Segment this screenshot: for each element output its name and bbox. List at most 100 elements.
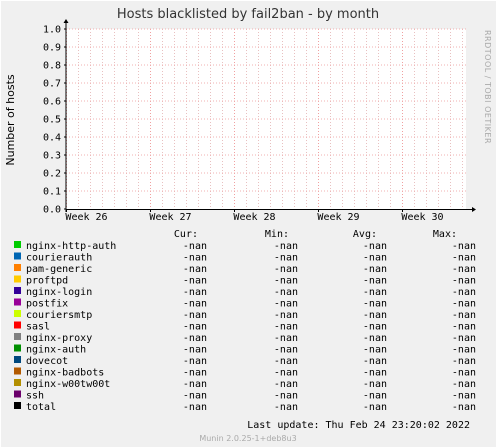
legend-max-value: -nan bbox=[452, 253, 476, 264]
x-tick-label: Week 28 bbox=[233, 212, 275, 223]
legend-avg-value: -nan bbox=[363, 402, 387, 413]
legend-swatch bbox=[14, 379, 21, 386]
legend-swatch bbox=[14, 356, 21, 363]
y-tick-label: 0.7 bbox=[43, 79, 61, 90]
legend-row: nginx-auth -nan -nan -nan -nan bbox=[14, 344, 476, 356]
header-max: Max: bbox=[433, 229, 457, 240]
legend-series-name: nginx-login bbox=[26, 287, 92, 298]
legend-series-name: total bbox=[26, 402, 56, 413]
legend-max-value: -nan bbox=[452, 391, 476, 402]
y-axis-label: Number of hosts bbox=[4, 74, 17, 166]
legend-avg-value: -nan bbox=[363, 310, 387, 321]
legend-series-name: nginx-proxy bbox=[26, 333, 92, 344]
x-axis-arrow bbox=[472, 207, 476, 212]
legend-max-value: -nan bbox=[452, 287, 476, 298]
legend-cur-value: -nan bbox=[183, 368, 207, 379]
legend-max-value: -nan bbox=[452, 368, 476, 379]
legend-row: nginx-http-auth -nan -nan -nan -nan bbox=[14, 241, 476, 252]
legend-swatch bbox=[14, 287, 21, 294]
legend-min-value: -nan bbox=[274, 241, 298, 252]
rrdtool-credit: RRDTOOL / TOBI OETIKER bbox=[483, 30, 492, 144]
legend-min-value: -nan bbox=[274, 402, 298, 413]
legend-avg-value: -nan bbox=[363, 276, 387, 287]
legend-series-name: pam-generic bbox=[26, 264, 92, 275]
legend-avg-value: -nan bbox=[363, 391, 387, 402]
legend-min-value: -nan bbox=[274, 368, 298, 379]
legend-cur-value: -nan bbox=[183, 379, 207, 390]
legend-min-value: -nan bbox=[274, 333, 298, 344]
legend-cur-value: -nan bbox=[183, 310, 207, 321]
legend-row: nginx-badbots -nan -nan -nan -nan bbox=[14, 367, 476, 379]
legend-cur-value: -nan bbox=[183, 299, 207, 310]
legend-cur-value: -nan bbox=[183, 276, 207, 287]
legend-swatch bbox=[14, 367, 21, 375]
legend-min-value: -nan bbox=[274, 345, 298, 356]
y-tick-label: 1.0 bbox=[43, 25, 61, 36]
legend-min-value: -nan bbox=[274, 253, 298, 264]
legend-avg-value: -nan bbox=[363, 264, 387, 275]
legend-series-name: couriersmtp bbox=[26, 310, 92, 321]
legend-swatch bbox=[14, 298, 21, 306]
legend-max-value: -nan bbox=[452, 264, 476, 275]
legend-max-value: -nan bbox=[452, 345, 476, 356]
grid-y bbox=[64, 28, 466, 210]
legend-swatch bbox=[14, 390, 21, 398]
legend-cur-value: -nan bbox=[183, 345, 207, 356]
chart-title: Hosts blacklisted by fail2ban - by month bbox=[117, 7, 379, 22]
x-tick-label: Week 30 bbox=[401, 212, 443, 223]
legend-cur-value: -nan bbox=[183, 333, 207, 344]
legend-swatch bbox=[14, 344, 21, 352]
legend-series-name: proftpd bbox=[26, 276, 68, 287]
legend-avg-value: -nan bbox=[363, 368, 387, 379]
legend-min-value: -nan bbox=[274, 322, 298, 333]
legend-max-value: -nan bbox=[452, 322, 476, 333]
x-tick-label: Week 29 bbox=[317, 212, 359, 223]
legend-series-name: postfix bbox=[26, 299, 68, 310]
legend-min-value: -nan bbox=[274, 264, 298, 275]
legend-min-value: -nan bbox=[274, 287, 298, 298]
legend-cur-value: -nan bbox=[183, 391, 207, 402]
legend-swatch bbox=[14, 252, 21, 260]
legend-series-name: nginx-http-auth bbox=[26, 241, 116, 252]
legend-max-value: -nan bbox=[452, 402, 476, 413]
x-tick-label: Week 27 bbox=[149, 212, 191, 223]
legend-row: pam-generic -nan -nan -nan -nan bbox=[14, 264, 476, 275]
legend-series-name: courierauth bbox=[26, 253, 92, 264]
legend-cur-value: -nan bbox=[183, 264, 207, 275]
legend-max-value: -nan bbox=[452, 241, 476, 252]
y-tick-label: 0.4 bbox=[43, 133, 61, 144]
legend-min-value: -nan bbox=[274, 379, 298, 390]
header-avg: Avg: bbox=[353, 229, 377, 240]
legend-max-value: -nan bbox=[452, 299, 476, 310]
legend-row: postfix -nan -nan -nan -nan bbox=[14, 298, 476, 310]
x-tick-labels: Week 26 Week 27 Week 28 Week 29 Week 30 bbox=[65, 212, 443, 223]
legend-row: nginx-w00tw00t -nan -nan -nan -nan bbox=[14, 379, 476, 390]
axes bbox=[63, 19, 476, 212]
y-tick-label: 0.9 bbox=[43, 43, 61, 54]
legend-avg-value: -nan bbox=[363, 322, 387, 333]
y-tick-label: 0.1 bbox=[43, 187, 61, 198]
legend-series-name: nginx-auth bbox=[26, 345, 86, 356]
legend-cur-value: -nan bbox=[183, 402, 207, 413]
legend-swatch bbox=[14, 321, 21, 329]
legend-cur-value: -nan bbox=[183, 356, 207, 367]
legend-max-value: -nan bbox=[452, 333, 476, 344]
legend-row: couriersmtp -nan -nan -nan -nan bbox=[14, 310, 476, 321]
legend-row: courierauth -nan -nan -nan -nan bbox=[14, 252, 476, 264]
legend-row: nginx-proxy -nan -nan -nan -nan bbox=[14, 333, 476, 344]
legend-cur-value: -nan bbox=[183, 253, 207, 264]
legend-row: proftpd -nan -nan -nan -nan bbox=[14, 275, 476, 287]
legend-min-value: -nan bbox=[274, 391, 298, 402]
legend: nginx-http-auth -nan -nan -nan -nancourierau… bbox=[14, 241, 476, 413]
y-tick-label: 0.8 bbox=[43, 61, 61, 72]
legend-cur-value: -nan bbox=[183, 322, 207, 333]
legend-cur-value: -nan bbox=[183, 287, 207, 298]
y-tick-label: 0.2 bbox=[43, 169, 61, 180]
legend-series-name: ssh bbox=[26, 391, 44, 402]
legend-cur-value: -nan bbox=[183, 241, 207, 252]
legend-max-value: -nan bbox=[452, 310, 476, 321]
legend-swatch bbox=[14, 333, 21, 340]
legend-series-name: dovecot bbox=[26, 356, 68, 367]
legend-avg-value: -nan bbox=[363, 356, 387, 367]
